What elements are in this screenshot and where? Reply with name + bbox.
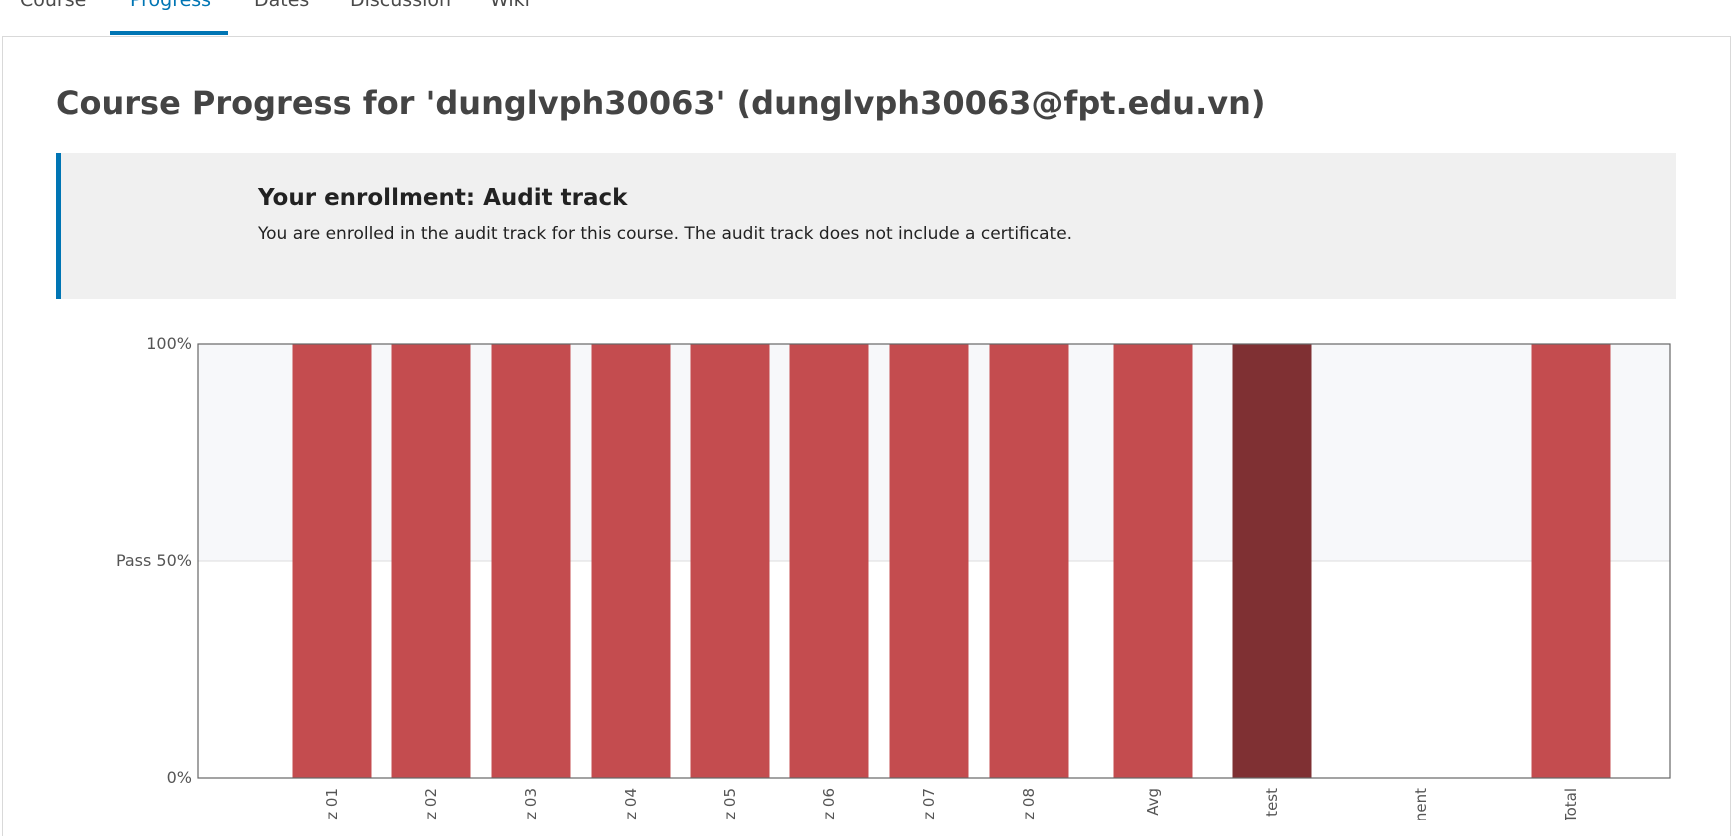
enrollment-description: You are enrolled in the audit track for … <box>258 224 1073 244</box>
tab-wiki[interactable]: Wiki <box>490 0 530 11</box>
category-label: z 04 <box>622 788 640 820</box>
plot-frame <box>197 343 1671 779</box>
grade-chart: z 01 z 02 z 03 z 04 z 05 z 06 z 07 z 08 Avg test n… <box>0 330 1735 820</box>
bar-z-07 <box>889 344 969 778</box>
category-label: z 08 <box>1020 788 1038 820</box>
bar-z-03 <box>491 344 571 778</box>
category-label: nent <box>1412 788 1430 820</box>
bar-z-08 <box>989 344 1069 778</box>
tab-progress[interactable]: Progress <box>130 0 212 11</box>
bar-test <box>1232 344 1312 778</box>
y-tick-label: 100% <box>146 334 192 353</box>
bar-z-05 <box>690 344 770 778</box>
category-label: z 02 <box>422 788 440 820</box>
grade-chart-svg: z 01 z 02 z 03 z 04 z 05 z 06 z 07 z 08 Avg test n… <box>116 334 1671 820</box>
category-label: test <box>1263 788 1281 817</box>
tab-course[interactable]: Course <box>20 0 87 11</box>
category-label: z 06 <box>820 788 838 820</box>
bar-z-04 <box>591 344 671 778</box>
bar-total <box>1531 344 1611 778</box>
category-label: Avg <box>1144 788 1162 816</box>
category-label: z 01 <box>323 788 341 820</box>
enrollment-notice: Your enrollment: Audit track You are enr… <box>56 153 1676 299</box>
category-label: z 05 <box>721 788 739 820</box>
category-label: z 03 <box>522 788 540 820</box>
y-tick-label: Pass 50% <box>116 551 192 570</box>
category-label: Total <box>1562 788 1580 820</box>
category-label: z 07 <box>920 788 938 820</box>
bar-z-02 <box>391 344 471 778</box>
tab-discussion[interactable]: Discussion <box>350 0 452 11</box>
active-tab-indicator <box>110 31 228 35</box>
bar-z-06 <box>789 344 869 778</box>
enrollment-title: Your enrollment: Audit track <box>258 185 628 211</box>
course-tabs: Course Progress Dates Discussion Wiki <box>0 0 1735 36</box>
tab-dates[interactable]: Dates <box>254 0 310 11</box>
page-title: Course Progress for 'dunglvph30063' (dun… <box>56 84 1266 122</box>
bar-z-01 <box>292 344 372 778</box>
bar-avg <box>1113 344 1193 778</box>
y-tick-label: 0% <box>167 768 192 787</box>
